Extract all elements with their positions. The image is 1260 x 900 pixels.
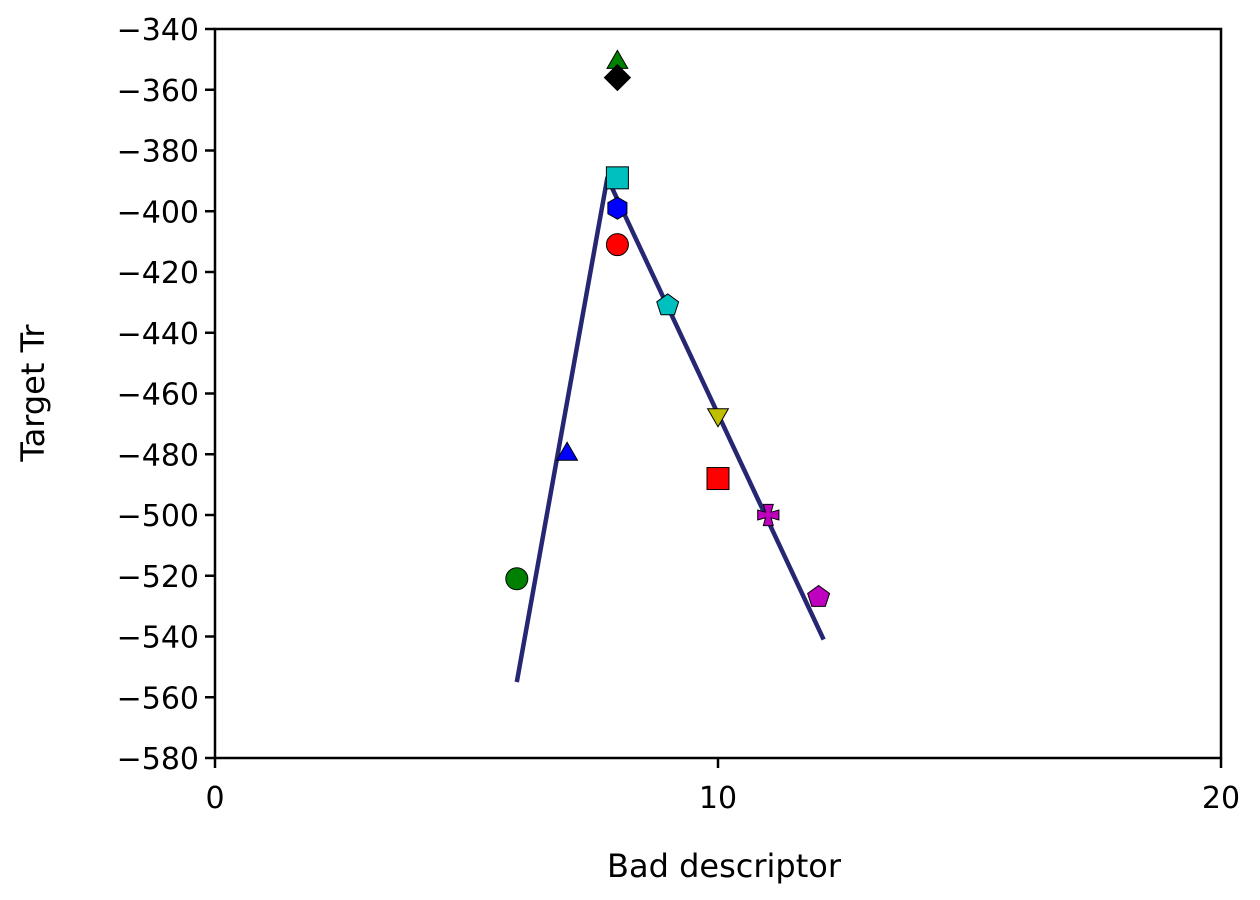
triangle-down-marker (706, 408, 730, 428)
data-markers (505, 49, 831, 607)
data-point (807, 584, 831, 607)
data-point (605, 233, 629, 257)
x-tick-label: 0 (205, 781, 224, 816)
triangle-up-marker (555, 441, 579, 461)
y-axis-label: Target Tr (14, 324, 52, 463)
y-tick-label: −400 (117, 195, 199, 230)
y-tick-label: −560 (117, 681, 199, 716)
y-tick-label: −520 (117, 560, 199, 595)
y-tick-label: −360 (117, 74, 199, 109)
pentagon-marker (807, 584, 831, 607)
square-marker (605, 166, 629, 190)
y-tick-label: −480 (117, 438, 199, 473)
data-point (505, 567, 529, 591)
y-tick-label: −420 (117, 256, 199, 291)
diamond-marker (603, 63, 632, 92)
plot-frame (213, 27, 1223, 760)
y-axis-ticks: −340 −360 −380 −400 −420 −440 −460 −480 −500 −520… (117, 13, 215, 777)
x-axis-label: Bad descriptor (607, 847, 842, 885)
y-tick-label: −380 (117, 135, 199, 170)
y-tick-label: −460 (117, 378, 199, 413)
x-tick-label: 10 (699, 781, 737, 816)
y-tick-label: −540 (117, 621, 199, 656)
data-point (757, 503, 780, 527)
x-axis-ticks: 0 10 20 (205, 758, 1240, 816)
pentagon-marker (656, 293, 680, 316)
y-tick-label: −580 (117, 742, 199, 777)
circle-marker (505, 567, 529, 591)
y-tick-label: −500 (117, 499, 199, 534)
data-point (603, 63, 632, 92)
circle-marker (605, 233, 629, 257)
data-point (605, 166, 629, 190)
data-point (706, 467, 730, 491)
y-tick-label: −440 (117, 317, 199, 352)
data-point (656, 293, 680, 316)
y-tick-label: −340 (117, 13, 199, 48)
data-point (555, 441, 579, 461)
data-point (607, 196, 628, 220)
x-tick-label: 20 (1202, 781, 1240, 816)
data-point (706, 408, 730, 428)
x-marker (757, 503, 780, 527)
hexagon-marker (607, 196, 628, 220)
square-marker (706, 467, 730, 491)
